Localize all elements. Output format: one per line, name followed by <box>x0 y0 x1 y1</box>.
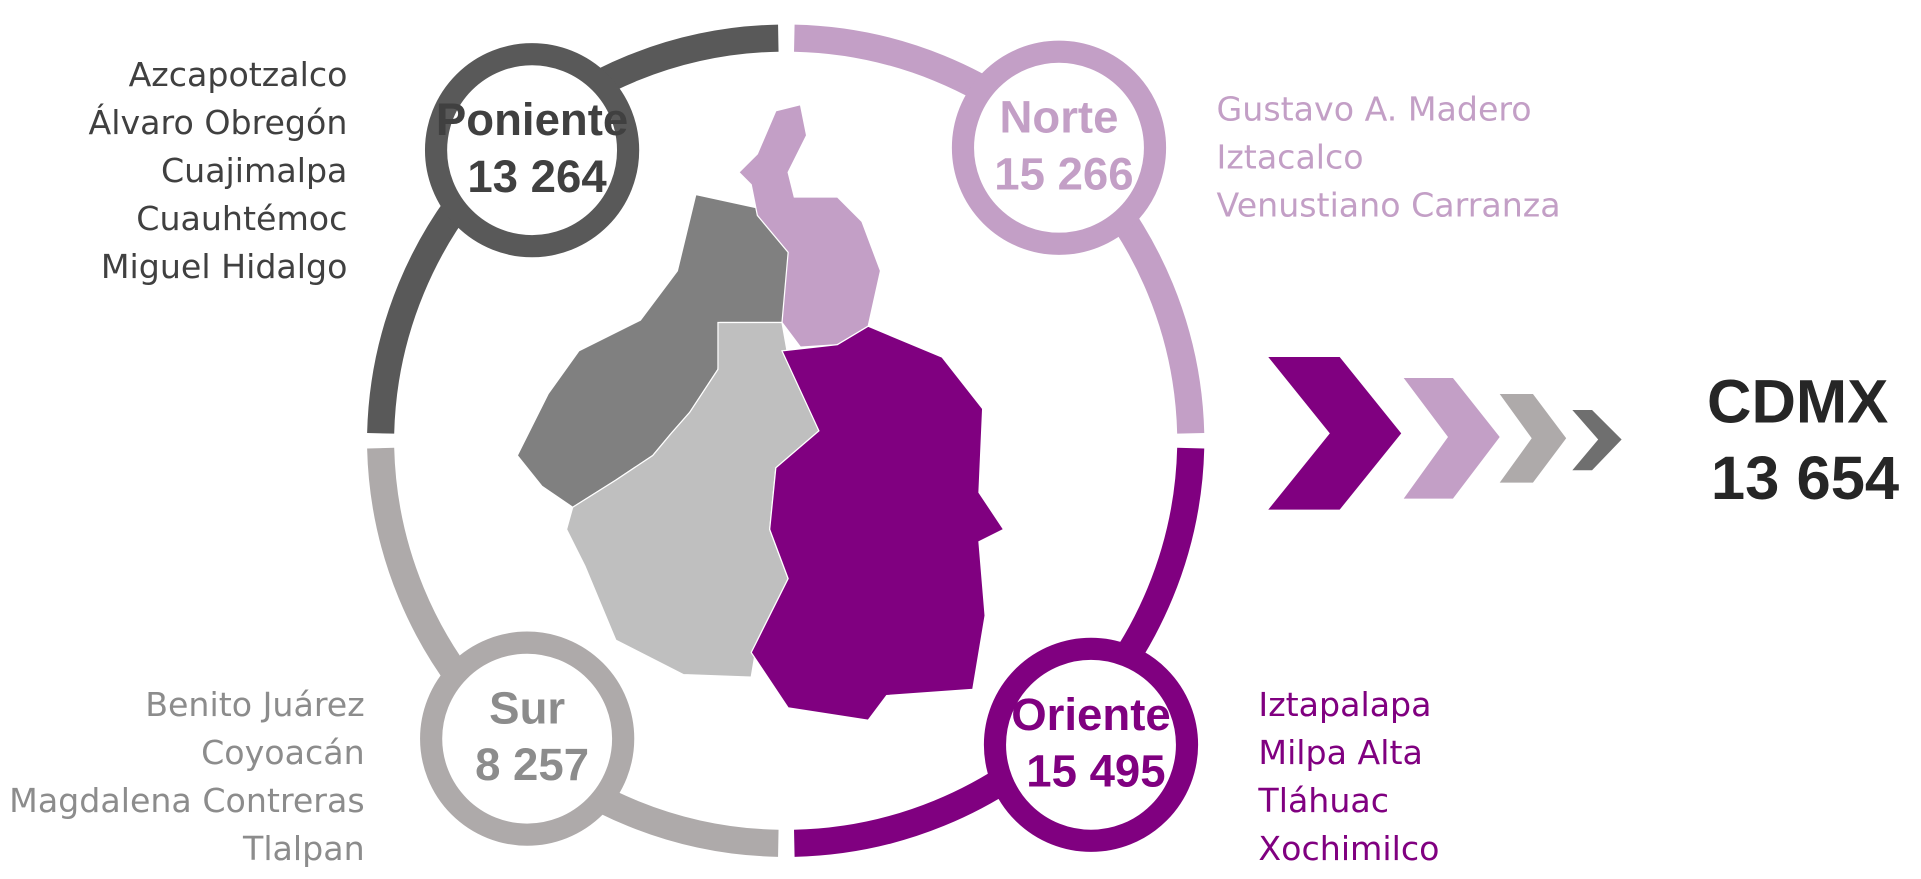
circle-sur <box>420 631 635 846</box>
borough: Azcapotzalco <box>129 55 348 94</box>
circle-poniente <box>424 43 640 258</box>
region-value: 15 495 <box>1026 745 1165 796</box>
map <box>516 103 1005 721</box>
chevron <box>1268 357 1402 510</box>
region-name: Norte <box>1000 92 1119 143</box>
borough: Iztacalco <box>1217 137 1364 176</box>
chevron <box>1572 409 1622 471</box>
borough: Magdalena Contreras <box>9 781 364 820</box>
region-name: Oriente <box>1011 689 1170 740</box>
chevron <box>1403 377 1500 499</box>
borough: Milpa Alta <box>1258 733 1422 772</box>
region-name: Sur <box>489 683 565 734</box>
borough: Tláhuac <box>1257 781 1389 820</box>
borough: Cuajimalpa <box>161 151 347 190</box>
region-name: Poniente <box>436 94 628 145</box>
region-value: 15 266 <box>994 148 1133 199</box>
map-oriente <box>750 325 1005 721</box>
borough: Venustiano Carranza <box>1217 185 1561 224</box>
borough: Miguel Hidalgo <box>101 247 348 286</box>
borough: Tlalpan <box>242 829 365 868</box>
chevron <box>1499 393 1567 483</box>
region-value: 8 257 <box>475 739 589 790</box>
circle-norte <box>951 40 1167 255</box>
circle-oriente <box>983 637 1199 852</box>
total-value: 13 654 <box>1711 444 1899 513</box>
total-name: CDMX <box>1707 368 1888 437</box>
borough: Benito Juárez <box>145 685 364 724</box>
borough: Xochimilco <box>1258 829 1439 868</box>
borough: Álvaro Obregón <box>89 102 348 142</box>
borough: Iztapalapa <box>1258 685 1431 724</box>
region-value: 13 264 <box>467 151 607 202</box>
borough: Cuauhtémoc <box>136 199 347 238</box>
borough: Coyoacán <box>201 733 365 772</box>
borough: Gustavo A. Madero <box>1217 89 1532 128</box>
